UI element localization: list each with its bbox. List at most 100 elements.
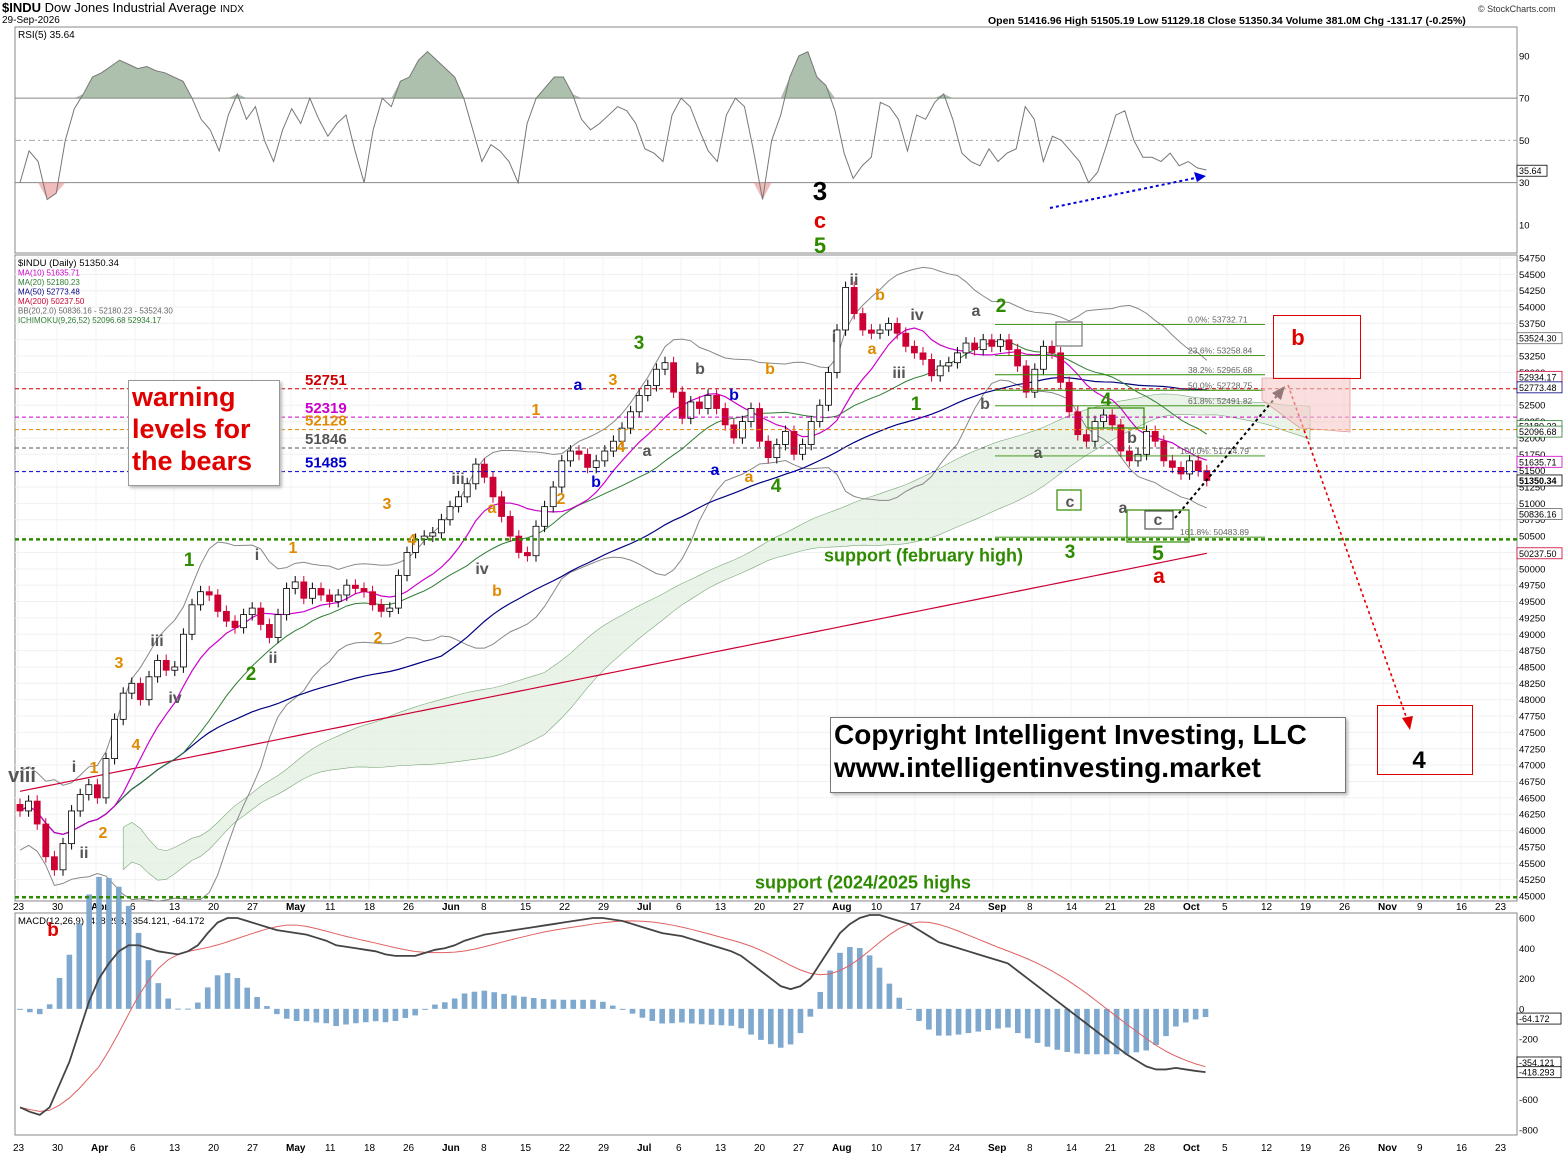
support-label: support (february high) <box>824 545 1023 565</box>
macd-badge: -354.121 <box>1519 1058 1555 1068</box>
candle-body <box>790 431 798 455</box>
wave-label: 2 <box>996 296 1007 317</box>
candle-body <box>876 329 884 334</box>
candle-body <box>205 591 213 596</box>
candle-body <box>360 588 368 593</box>
candle-body <box>472 463 480 485</box>
wave-label: a <box>711 462 720 479</box>
macd-histogram-bar <box>303 1008 310 1022</box>
x-tick-label: 16 <box>1456 1143 1468 1154</box>
x-tick-label: 27 <box>793 1143 805 1154</box>
candle-body <box>670 362 677 393</box>
candle-body <box>51 856 58 871</box>
x-tick-label: 19 <box>1300 902 1312 913</box>
wave-label: 2 <box>246 664 257 685</box>
x-tick-label: 6 <box>130 902 136 913</box>
candle-body <box>678 391 686 419</box>
price-tick-label: 48250 <box>1519 679 1545 690</box>
candle-body <box>291 581 299 589</box>
price-badge-box <box>1516 332 1563 345</box>
ichimoku-cloud <box>122 393 1311 881</box>
macd-histogram-bar <box>145 960 152 1009</box>
macd-histogram-bar <box>511 995 517 1009</box>
macd-histogram-bar <box>609 1005 616 1009</box>
candle-body <box>532 525 540 557</box>
candle-body <box>885 323 892 331</box>
candle-body <box>653 368 660 387</box>
x-tick-label: 27 <box>247 1143 259 1154</box>
candle-body <box>369 591 377 606</box>
macd-histogram-bar <box>1182 1008 1189 1023</box>
macd-histogram-bar <box>1143 1008 1150 1051</box>
warning-level-label: 51846 <box>305 431 347 448</box>
macd-histogram-bar <box>402 1008 409 1018</box>
macd-histogram-bar <box>639 1008 646 1018</box>
macd-histogram-bar <box>274 1008 280 1015</box>
price-legend-item: MA(50) 52773.48 <box>18 288 80 297</box>
macd-histogram-bar <box>807 1008 814 1017</box>
wave-label: b <box>1291 325 1304 350</box>
wave-label: a <box>1034 445 1043 462</box>
macd-histogram-bar <box>1173 1008 1179 1027</box>
macd-tick-label: 600 <box>1519 914 1535 925</box>
price-tick-label: 47250 <box>1519 744 1545 755</box>
candle-body <box>868 329 875 334</box>
macd-histogram-bar <box>777 1008 784 1048</box>
fib-label: 23.6%: 53258.84 <box>1188 346 1253 356</box>
macd-badge-box <box>1516 1066 1562 1079</box>
macd-histogram-bar <box>975 1008 982 1032</box>
candle-body <box>1048 345 1056 354</box>
candle-body <box>463 483 471 498</box>
candle-body <box>575 450 583 455</box>
candle-body <box>265 624 273 638</box>
price-tick-label: 48750 <box>1519 646 1545 657</box>
price-legend-item: BB(20,2.0) 50836.16 - 52180.23 - 53524.3… <box>18 307 173 316</box>
candle-body <box>446 506 454 521</box>
candle-body <box>971 342 978 351</box>
macd-histogram-bar <box>244 987 251 1009</box>
wave-label: ii <box>269 650 278 667</box>
wave-label: c <box>814 208 826 233</box>
macd-histogram-bar <box>165 998 171 1009</box>
copyright-box: Copyright Intelligent Investing, LLC www… <box>830 717 1346 793</box>
label-box <box>1126 509 1190 543</box>
chart-date: 29-Sep-2026 <box>2 15 60 26</box>
macd-histogram-bar <box>570 999 577 1009</box>
x-tick-label: 22 <box>559 1143 571 1154</box>
wave-label: c <box>1066 494 1075 511</box>
candle-body <box>240 614 248 629</box>
macd-tick-label: 400 <box>1519 944 1535 955</box>
rsi-divergence-arrow <box>1049 176 1201 209</box>
x-tick-label: 18 <box>364 902 376 913</box>
x-tick-label: 12 <box>1261 1143 1273 1154</box>
candle-body <box>627 411 634 429</box>
candle-body <box>799 444 806 455</box>
price-badge: 51350.34 <box>1519 476 1557 486</box>
symbol: $INDU <box>2 0 42 15</box>
fib-label: 0.0%: 53732.71 <box>1188 315 1248 325</box>
macd-histogram-bar <box>817 991 824 1009</box>
candle-body <box>1177 466 1185 475</box>
candle-body <box>549 486 557 508</box>
candle-body <box>455 496 463 508</box>
wave-label: a <box>972 303 981 320</box>
wave-label: iii <box>892 365 905 382</box>
candle-body <box>274 614 282 638</box>
x-tick-label: Nov <box>1378 902 1397 913</box>
price-tick-label: 48000 <box>1519 695 1545 706</box>
ohlc-readout: Open 51416.96 High 51505.19 Low 51129.18… <box>988 15 1466 27</box>
macd-histogram-bar <box>96 876 102 1009</box>
candle-body <box>928 359 935 377</box>
macd-histogram-bar <box>461 993 468 1009</box>
price-tick-label: 45500 <box>1519 859 1545 870</box>
x-tick-label: 13 <box>169 1143 181 1154</box>
price-tick-label: 53750 <box>1519 319 1545 330</box>
macd-histogram-bar <box>1005 1008 1011 1028</box>
candle-body <box>498 496 506 517</box>
macd-histogram-bar <box>1163 1008 1169 1037</box>
macd-histogram-bar <box>945 1008 952 1036</box>
candle-body <box>248 607 256 616</box>
candle-body <box>1014 349 1021 367</box>
rsi-tick-label: 70 <box>1519 94 1530 105</box>
macd-histogram-bar <box>1133 1008 1140 1053</box>
